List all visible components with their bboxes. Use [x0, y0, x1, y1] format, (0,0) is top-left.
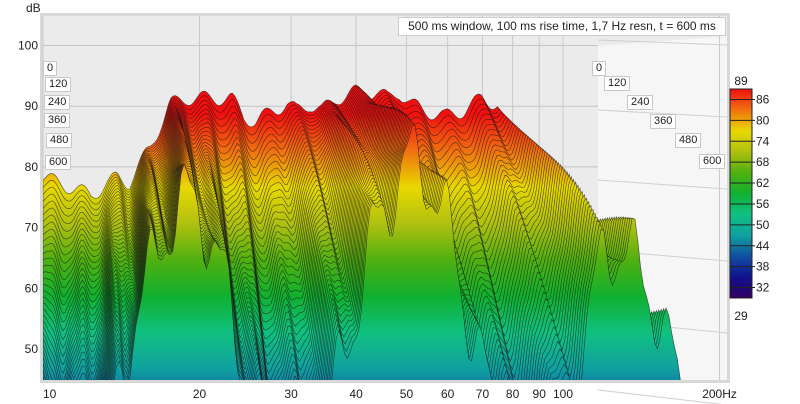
- x-tick-label: 70: [476, 387, 490, 401]
- right-time-label: 600: [699, 154, 726, 169]
- y-tick-label: 80: [25, 160, 39, 174]
- colorbar-tick-label: 62: [756, 176, 770, 190]
- right-time-label: 0: [592, 61, 607, 76]
- perspective-line: [597, 389, 723, 404]
- waterfall-slices: [43, 84, 681, 380]
- chart-title: 500 ms window, 100 ms rise time, 1,7 Hz …: [398, 17, 726, 36]
- x-tick-label: 30: [284, 387, 298, 401]
- perspective-line: [597, 179, 728, 190]
- y-tick-label: 50: [25, 342, 39, 356]
- colorbar-max-label: 89: [734, 74, 748, 88]
- perspective-line: [597, 39, 728, 46]
- x-tick-label: 100: [553, 387, 573, 401]
- left-time-label: 600: [45, 155, 72, 170]
- right-time-label: 240: [627, 95, 654, 110]
- y-axis-label: dB: [26, 1, 41, 15]
- colorbar-tick-label: 50: [756, 218, 770, 232]
- colorbar-tick-label: 44: [756, 239, 770, 253]
- y-tick-label: 100: [18, 39, 38, 53]
- left-time-label: 360: [44, 113, 71, 128]
- colorbar-tick-label: 32: [756, 281, 770, 295]
- x-tick-label: 50: [400, 387, 414, 401]
- colorbar-tick-label: 80: [756, 113, 770, 127]
- colorbar-tick-label: 74: [756, 134, 770, 148]
- left-time-label: 0: [43, 61, 58, 76]
- x-tick-label: 10: [43, 387, 57, 401]
- left-time-label: 240: [44, 95, 71, 110]
- right-time-label: 120: [604, 76, 631, 91]
- perspective-line: [597, 109, 728, 118]
- colorbar-tick-label: 38: [756, 260, 770, 274]
- y-tick-label: 70: [25, 221, 39, 235]
- waterfall-slice-600ms: [113, 125, 681, 380]
- x-tick-label: 90: [533, 387, 547, 401]
- y-tick-label: 90: [25, 99, 39, 113]
- right-time-label: 360: [650, 114, 677, 129]
- x-tick-label: 200Hz: [702, 387, 737, 401]
- x-tick-label: 80: [506, 387, 520, 401]
- colorbar-tick-label: 86: [756, 92, 770, 106]
- colorbar-min-label: 29: [734, 309, 748, 323]
- x-tick-label: 40: [349, 387, 363, 401]
- x-tick-label: 20: [193, 387, 207, 401]
- left-time-label: 480: [46, 133, 73, 148]
- left-time-label: 120: [45, 77, 72, 92]
- right-time-label: 480: [675, 133, 702, 148]
- colorbar-tick-label: 56: [756, 197, 770, 211]
- colorbar-tick-label: 68: [756, 155, 770, 169]
- x-tick-label: 60: [441, 387, 455, 401]
- y-tick-label: 60: [25, 281, 39, 295]
